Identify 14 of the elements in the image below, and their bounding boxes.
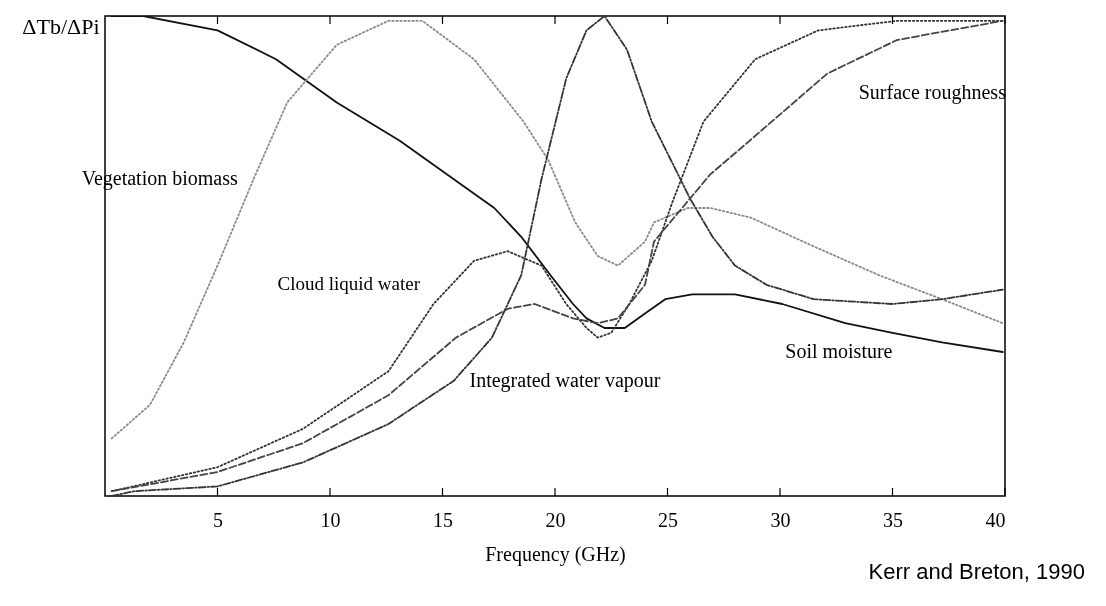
y-axis-title: ΔTb/ΔPi xyxy=(22,13,100,39)
x-tick-label: 25 xyxy=(658,508,678,531)
x-tick-label: 15 xyxy=(433,508,453,531)
x-tick-label: 5 xyxy=(213,508,223,531)
x-tick-label: 10 xyxy=(320,508,341,531)
x-tick-label: 30 xyxy=(770,508,791,531)
x-axis-title: Frequency (GHz) xyxy=(485,542,626,566)
series-label: Soil moisture xyxy=(785,340,893,363)
series-label: Integrated water vapour xyxy=(469,368,661,392)
x-tick-label: 40 xyxy=(985,508,1006,531)
x-tick-label: 20 xyxy=(545,508,566,531)
text: Kerr and Breton, 1990 xyxy=(868,559,1085,584)
x-tick-label: 35 xyxy=(883,508,903,531)
series-label: Cloud liquid water xyxy=(277,273,421,295)
